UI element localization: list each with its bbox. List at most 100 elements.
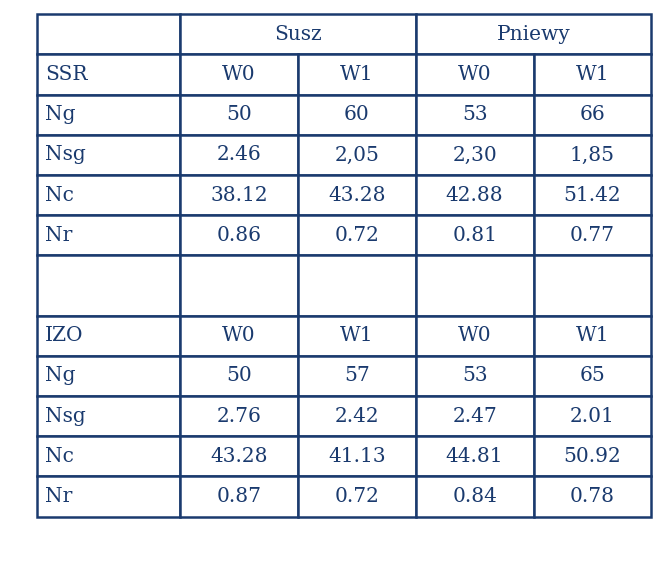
Text: Ng: Ng <box>45 367 75 385</box>
Bar <box>37 14 180 54</box>
Bar <box>534 396 651 436</box>
Bar <box>415 135 534 175</box>
Text: 2.47: 2.47 <box>452 407 497 425</box>
Text: W1: W1 <box>340 326 373 345</box>
Bar <box>415 215 534 255</box>
Bar <box>180 436 298 476</box>
Text: Nc: Nc <box>45 186 73 204</box>
Bar <box>298 356 415 396</box>
Bar <box>415 396 534 436</box>
Text: 2.01: 2.01 <box>570 407 615 425</box>
Bar <box>534 95 651 135</box>
Bar <box>37 95 180 135</box>
Text: 41.13: 41.13 <box>328 447 385 466</box>
Text: 0.77: 0.77 <box>570 226 615 245</box>
Text: 65: 65 <box>580 367 605 385</box>
Bar <box>37 436 180 476</box>
Bar <box>415 95 534 135</box>
Text: 57: 57 <box>344 367 370 385</box>
Text: 53: 53 <box>462 367 488 385</box>
Bar <box>534 54 651 95</box>
Bar <box>298 54 415 95</box>
Text: Nr: Nr <box>45 226 72 245</box>
Bar <box>37 135 180 175</box>
Text: 38.12: 38.12 <box>210 186 268 204</box>
Bar <box>534 436 651 476</box>
Text: 2.46: 2.46 <box>216 146 261 164</box>
Bar <box>298 95 415 135</box>
Text: 53: 53 <box>462 105 488 124</box>
Text: 2,05: 2,05 <box>335 146 379 164</box>
Text: 66: 66 <box>580 105 605 124</box>
Bar <box>415 54 534 95</box>
Bar <box>415 255 534 316</box>
Bar <box>180 54 298 95</box>
Text: W0: W0 <box>458 326 492 345</box>
Text: 50: 50 <box>226 367 252 385</box>
Text: 1,85: 1,85 <box>570 146 615 164</box>
Bar <box>37 255 180 316</box>
Bar <box>180 215 298 255</box>
Text: Nsg: Nsg <box>45 146 86 164</box>
Text: 50: 50 <box>226 105 252 124</box>
Bar <box>180 396 298 436</box>
Text: Ng: Ng <box>45 105 75 124</box>
Text: 44.81: 44.81 <box>446 447 504 466</box>
Bar <box>534 255 651 316</box>
Bar <box>534 356 651 396</box>
Bar <box>298 215 415 255</box>
Bar <box>37 215 180 255</box>
Bar <box>298 135 415 175</box>
Text: W0: W0 <box>222 326 256 345</box>
Bar <box>37 316 180 356</box>
Bar <box>180 255 298 316</box>
Text: W1: W1 <box>576 326 609 345</box>
Bar <box>37 356 180 396</box>
Text: 42.88: 42.88 <box>446 186 504 204</box>
Bar <box>37 54 180 95</box>
Text: 60: 60 <box>344 105 370 124</box>
Bar <box>180 95 298 135</box>
Bar <box>298 396 415 436</box>
Text: 0.72: 0.72 <box>335 487 379 506</box>
Text: 0.81: 0.81 <box>452 226 497 245</box>
Bar <box>180 175 298 215</box>
Bar <box>298 316 415 356</box>
Text: 43.28: 43.28 <box>328 186 385 204</box>
Text: IZO: IZO <box>45 326 84 345</box>
Bar <box>180 135 298 175</box>
Bar <box>415 356 534 396</box>
Bar <box>415 476 534 517</box>
Bar <box>298 476 415 517</box>
Text: 0.86: 0.86 <box>216 226 262 245</box>
Text: Susz: Susz <box>274 25 322 44</box>
Text: 0.72: 0.72 <box>335 226 379 245</box>
Text: 51.42: 51.42 <box>564 186 621 204</box>
Bar <box>415 316 534 356</box>
Text: 0.78: 0.78 <box>570 487 615 506</box>
Text: 0.87: 0.87 <box>216 487 262 506</box>
Text: Pniewy: Pniewy <box>497 25 570 44</box>
Text: 43.28: 43.28 <box>210 447 268 466</box>
Text: Nsg: Nsg <box>45 407 86 425</box>
Bar <box>298 436 415 476</box>
Text: W0: W0 <box>458 65 492 84</box>
Text: W1: W1 <box>576 65 609 84</box>
Text: 0.84: 0.84 <box>452 487 497 506</box>
Text: Nr: Nr <box>45 487 72 506</box>
Text: W1: W1 <box>340 65 373 84</box>
Bar <box>37 396 180 436</box>
Bar <box>534 316 651 356</box>
Bar <box>415 436 534 476</box>
Text: 2.76: 2.76 <box>216 407 262 425</box>
Text: 50.92: 50.92 <box>564 447 621 466</box>
Text: Nc: Nc <box>45 447 73 466</box>
Bar <box>534 175 651 215</box>
Text: 2,30: 2,30 <box>452 146 497 164</box>
Bar <box>37 175 180 215</box>
Text: 2.42: 2.42 <box>335 407 379 425</box>
Text: W0: W0 <box>222 65 256 84</box>
Text: SSR: SSR <box>45 65 88 84</box>
Bar <box>534 135 651 175</box>
Bar <box>180 316 298 356</box>
